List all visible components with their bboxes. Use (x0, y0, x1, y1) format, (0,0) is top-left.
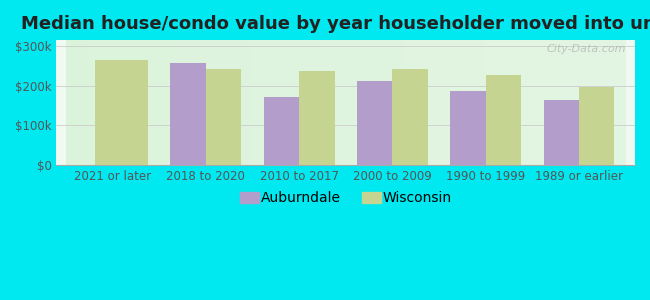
Bar (579, 87, 614, 165)
Bar (95, 60, 130, 165)
Bar (264, 97, 299, 165)
Bar (170, 63, 206, 165)
Bar (450, 91, 486, 165)
Bar (299, 71, 335, 165)
Bar (393, 69, 428, 165)
Bar (486, 75, 521, 165)
Text: City-Data.com: City-Data.com (547, 44, 627, 54)
Bar (543, 100, 579, 165)
Bar (112, 60, 148, 165)
Bar (206, 69, 241, 165)
Title: Median house/condo value by year householder moved into unit: Median house/condo value by year househo… (21, 15, 650, 33)
Bar (357, 81, 393, 165)
Legend: Auburndale, Wisconsin: Auburndale, Wisconsin (235, 185, 457, 210)
